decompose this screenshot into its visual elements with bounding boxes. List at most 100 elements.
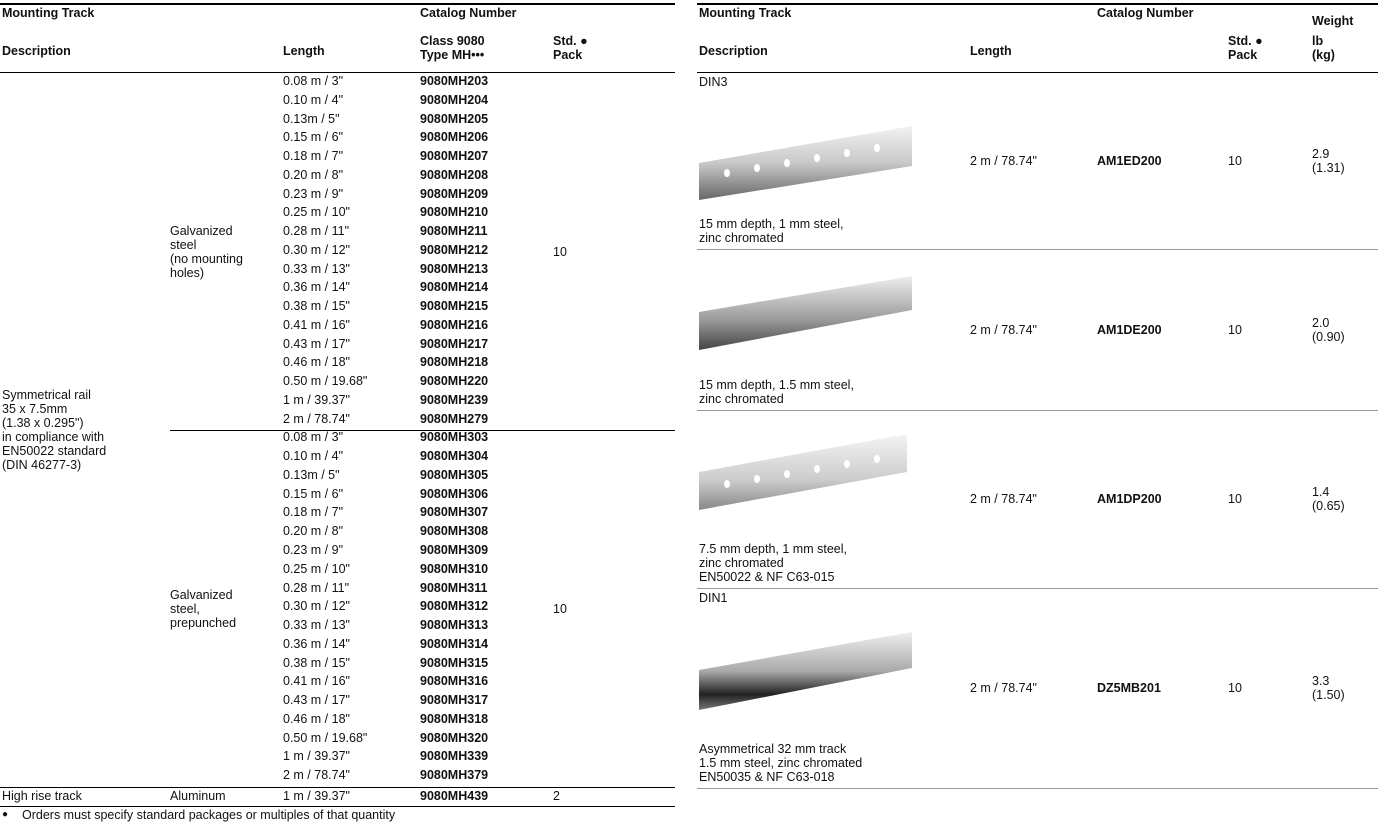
length: 0.08 m / 3": [283, 74, 344, 88]
header: Length: [283, 44, 325, 58]
length: 0.28 m / 11": [283, 580, 350, 595]
catalog-number: 9080MH217: [420, 336, 489, 351]
weight: 2.0 (0.90): [1312, 315, 1345, 344]
length: 2 m / 78.74": [970, 681, 1037, 695]
caption: 15 mm depth, 1 mm steel, zinc chromated: [699, 217, 844, 245]
catalog-number: 9080MH312: [420, 599, 489, 614]
catalog-number: 9080MH304: [420, 449, 489, 464]
caption: Asymmetrical 32 mm track 1.5 mm steel, z…: [699, 742, 863, 784]
std-pack: 2: [553, 788, 560, 803]
catalog-number: 9080MH311: [420, 580, 488, 595]
catalog-number: 9080MH315: [420, 655, 489, 670]
length: 0.15 m / 6": [283, 130, 344, 145]
header: Weight: [1312, 14, 1354, 28]
length: 0.46 m / 18": [283, 711, 350, 726]
catalog-number: 9080MH209: [420, 186, 489, 201]
catalog-number: AM1ED200: [1097, 153, 1162, 168]
catalog-number: 9080MH239: [420, 392, 489, 407]
rule: [0, 805, 675, 807]
length: 0.33 m / 13": [283, 618, 350, 633]
caption: 15 mm depth, 1.5 mm steel, zinc chromate…: [699, 378, 854, 406]
catalog-number: 9080MH317: [420, 693, 489, 708]
length: 2 m / 78.74": [970, 322, 1037, 337]
header: Description: [2, 44, 71, 58]
catalog-number: 9080MH216: [420, 317, 489, 332]
rule: [697, 788, 1378, 789]
std-pack: 10: [553, 601, 567, 616]
description: Symmetrical rail 35 x 7.5mm (1.38 x 0.29…: [2, 388, 107, 473]
catalog-number: 9080MH307: [420, 505, 489, 520]
rule: [0, 3, 675, 5]
material: Galvanized steel, prepunched: [170, 587, 237, 630]
catalog-number: 9080MH212: [420, 242, 489, 257]
footnote-bullet: ●: [2, 808, 9, 820]
header: Mounting Track: [2, 6, 95, 20]
length: 1 m / 39.37": [283, 749, 350, 764]
catalog-number: 9080MH320: [420, 730, 489, 745]
catalog-number: 9080MH309: [420, 543, 489, 557]
weight: 2.9 (1.31): [1312, 146, 1345, 175]
rule: [697, 588, 1378, 589]
weight: 3.3 (1.50): [1312, 674, 1345, 702]
rule: [0, 72, 675, 73]
catalog-number: 9080MH379: [420, 768, 489, 783]
rule: [697, 249, 1378, 250]
catalog-number: 9080MH314: [420, 636, 489, 651]
catalog-number: AM1DP200: [1097, 492, 1162, 506]
std-pack: 10: [1228, 681, 1242, 695]
length: 0.41 m / 16": [283, 674, 350, 689]
std-pack: 10: [1228, 492, 1242, 506]
caption: 7.5 mm depth, 1 mm steel, zinc chromated…: [699, 542, 847, 584]
catalog-number: 9080MH206: [420, 130, 489, 145]
length: 2 m / 78.74": [283, 768, 350, 783]
catalog-number: 9080MH303: [420, 430, 489, 445]
length: 0.18 m / 7": [283, 149, 344, 164]
catalog-number: AM1DE200: [1097, 322, 1162, 337]
length: 0.38 m / 15": [283, 299, 350, 314]
catalog-number: 9080MH211: [420, 224, 488, 239]
length: 0.36 m / 14": [283, 280, 350, 295]
length: 0.41 m / 16": [283, 317, 350, 332]
catalog-number: 9080MH210: [420, 205, 489, 220]
catalog-number: 9080MH339: [420, 749, 489, 764]
rail-image: [699, 276, 912, 350]
header: Class 9080 Type MH•••: [420, 34, 485, 62]
catalog-number: 9080MH203: [420, 74, 489, 88]
description: High rise track: [2, 788, 82, 803]
length: 0.20 m / 8": [283, 524, 344, 539]
catalog-number: 9080MH316: [420, 674, 489, 689]
length: 1 m / 39.37": [283, 392, 350, 407]
length: 0.25 m / 10": [283, 561, 350, 576]
length: 0.50 m / 19.68": [283, 730, 368, 745]
material: Aluminum: [170, 788, 226, 803]
catalog-number: 9080MH204: [420, 92, 489, 107]
catalog-number: 9080MH308: [420, 524, 489, 539]
rule: [697, 3, 1378, 5]
rule: [0, 786, 675, 788]
length: 1 m / 39.37": [283, 788, 350, 803]
catalog-number: DZ5MB201: [1097, 681, 1161, 695]
length: 0.30 m / 12": [283, 599, 350, 614]
header: Catalog Number: [1097, 6, 1194, 20]
catalog-number: 9080MH215: [420, 299, 489, 314]
length: 2 m / 78.74": [970, 492, 1037, 506]
rule: [697, 410, 1378, 411]
length: 0.23 m / 9": [283, 186, 344, 201]
length: 0.10 m / 4": [283, 449, 344, 464]
length: 0.20 m / 8": [283, 167, 344, 182]
length: 0.36 m / 14": [283, 636, 350, 651]
rail-image: [699, 126, 912, 200]
rule: [697, 72, 1378, 73]
length: 0.38 m / 15": [283, 655, 350, 670]
catalog-number: 9080MH318: [420, 711, 489, 726]
length: 2 m / 78.74": [283, 411, 350, 426]
length: 0.33 m / 13": [283, 261, 350, 276]
length: 0.28 m / 11": [283, 224, 350, 239]
std-pack: 10: [553, 245, 567, 260]
length: 0.30 m / 12": [283, 242, 350, 257]
header: Std. ● Pack: [1228, 34, 1263, 62]
header: Mounting Track: [699, 6, 792, 20]
header: Length: [970, 44, 1012, 58]
length: 0.50 m / 19.68": [283, 374, 368, 389]
